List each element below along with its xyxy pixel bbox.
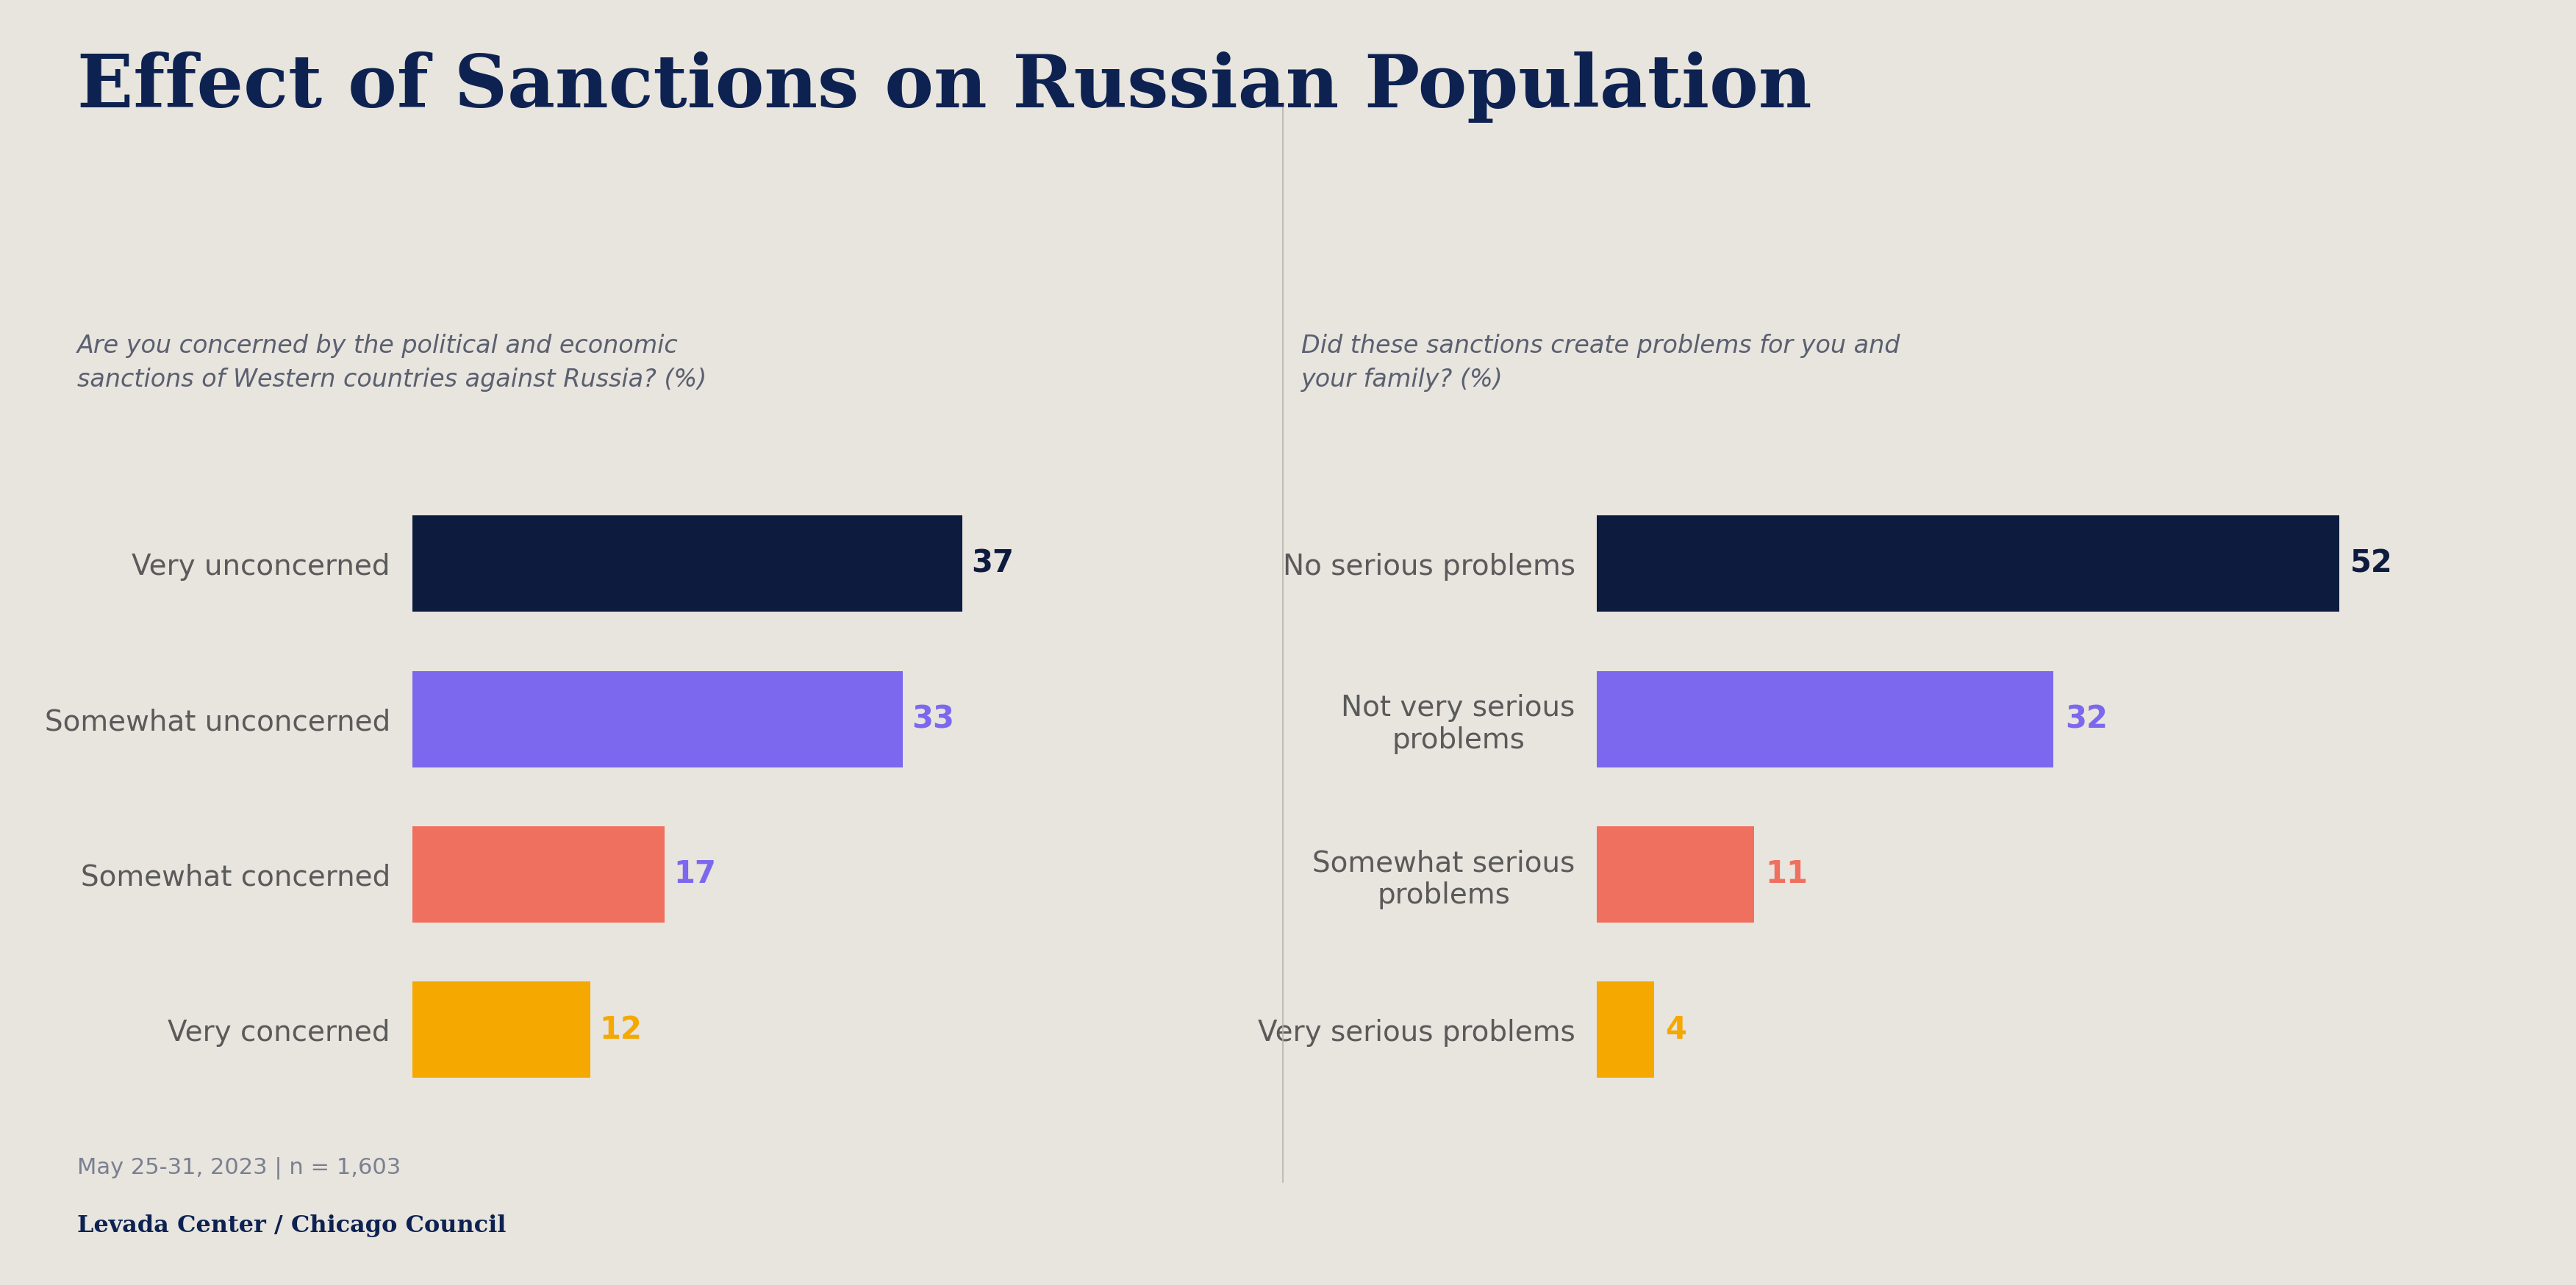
Text: May 25-31, 2023 | n = 1,603: May 25-31, 2023 | n = 1,603: [77, 1156, 402, 1178]
Text: 52: 52: [2349, 549, 2393, 580]
Text: 37: 37: [971, 549, 1012, 580]
Text: 12: 12: [600, 1014, 641, 1045]
Bar: [1597, 515, 2339, 612]
Bar: [412, 671, 902, 767]
Bar: [412, 982, 590, 1078]
Text: Levada Center / Chicago Council: Levada Center / Chicago Council: [77, 1214, 505, 1237]
Bar: [1597, 671, 2053, 767]
Text: 17: 17: [675, 858, 716, 889]
Text: Did these sanctions create problems for you and
your family? (%): Did these sanctions create problems for …: [1301, 334, 1899, 392]
Bar: [1597, 826, 1754, 923]
Text: 32: 32: [2066, 704, 2107, 735]
Bar: [412, 515, 961, 612]
Text: 11: 11: [1765, 858, 1808, 889]
Text: 4: 4: [1667, 1014, 1687, 1045]
Text: 33: 33: [912, 704, 953, 735]
Text: Are you concerned by the political and economic
sanctions of Western countries a: Are you concerned by the political and e…: [77, 334, 706, 392]
Bar: [412, 826, 665, 923]
Bar: [1597, 982, 1654, 1078]
Text: Effect of Sanctions on Russian Population: Effect of Sanctions on Russian Populatio…: [77, 51, 1811, 122]
